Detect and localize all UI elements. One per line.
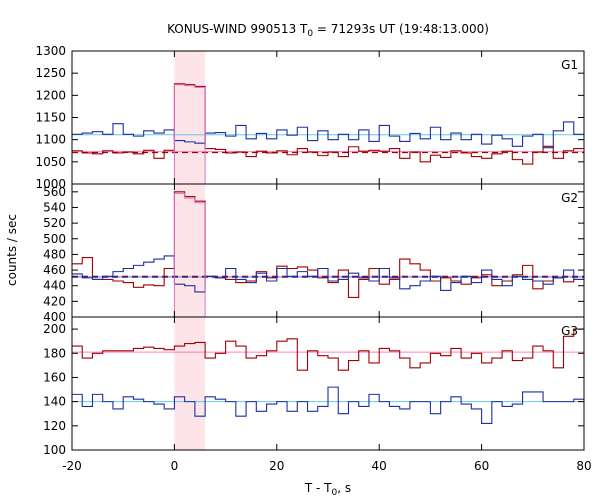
x-tick-labels: -20 0 20 40 60 80 [62,459,591,473]
y-tick-label: 140 [43,395,66,409]
y-tick-label: 560 [43,185,66,199]
y-tick-label: 400 [43,310,66,324]
panel-frame [71,50,585,185]
x-axis-label: T - T0, s [304,481,351,498]
y-tick-label: 200 [43,322,66,336]
y-tick-label: 1150 [35,111,66,125]
x-tick-label: -20 [62,459,82,473]
burst-highlight-band [174,317,206,450]
y-tick-label: 160 [43,370,66,384]
y-tick-label: 480 [43,247,66,261]
lightcurve-series-red [72,191,584,298]
lightcurve-series-blue [72,386,584,424]
y-tick-label: 120 [43,419,66,433]
lightcurve-series-red [72,83,584,165]
panel-g1: 1000 1050 1100 1150 1200 1250 1300 G1 [35,44,585,191]
y-tick-label: 520 [43,216,66,230]
y-tick-label: 1200 [35,88,66,102]
burst-highlight-band [174,184,206,317]
y-tick-label: 460 [43,263,66,277]
x-tick-label: 20 [269,459,284,473]
y-tick-label: 100 [43,443,66,457]
y-tick-label: 1250 [35,66,66,80]
y-tick-label: 1050 [35,155,66,169]
y-tick-label: 180 [43,346,66,360]
y-tick-label: 420 [43,294,66,308]
x-tick-label: 40 [372,459,387,473]
burst-highlight-band [174,51,206,184]
panel-frame [71,316,585,451]
burst-outline [173,192,206,317]
y-tick-label: 540 [43,200,66,214]
chart-title: KONUS-WIND 990513 T0 = 71293s UT (19:48:… [167,22,489,39]
lightcurve-series-blue [72,255,584,293]
y-tick-label: 1300 [35,44,66,58]
lightcurve-series-blue [72,121,584,149]
panel-label-g2: G2 [561,191,578,205]
panel-frame [71,183,585,318]
plot-panels: 1000105011001150120012501300G14004204404… [35,44,585,457]
y-tick-label: 1000 [35,177,66,191]
burst-outline [173,84,206,184]
panel-label-g1: G1 [561,58,578,72]
panel-g3: 100 120 140 160 180 200 G3 [43,316,585,457]
y-axis-label: counts / sec [5,214,19,286]
y-tick-label: 500 [43,232,66,246]
y-tick-label: 440 [43,279,66,293]
y-tick-label: 1100 [35,133,66,147]
x-tick-label: 60 [474,459,489,473]
lightcurve-series-red [72,328,584,371]
x-tick-label: 0 [171,459,179,473]
x-tick-label: 80 [576,459,591,473]
panel-label-g3: G3 [561,324,578,338]
